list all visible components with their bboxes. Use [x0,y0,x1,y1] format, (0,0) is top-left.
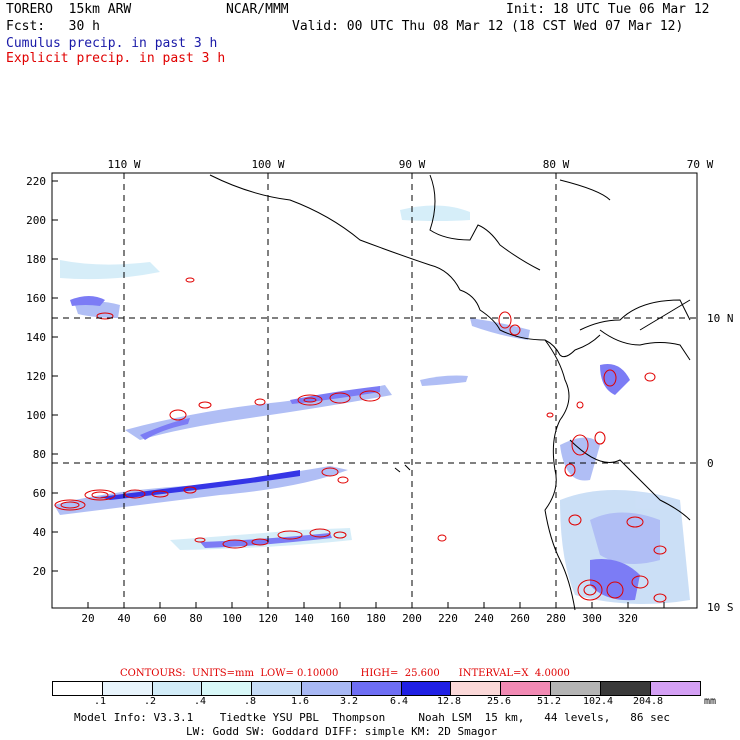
legend-swatch [53,682,103,695]
y-tick-label: 200 [26,214,46,227]
x-tick-label: 140 [294,612,314,625]
y-tick-label: 60 [32,487,46,500]
contour-info: CONTOURS: UNITS=mm LOW= 0.10000 HIGH= 25… [120,668,570,679]
x-tick-label: 260 [510,612,530,625]
init-time: Init: 18 UTC Tue 06 Mar 12 [506,2,710,17]
legend-label: .8 [243,696,257,707]
legend-swatch [650,682,701,695]
x-tick-label: 240 [474,612,494,625]
legend-label: 102.4 [582,696,614,707]
model-title: TORERO 15km ARW [6,2,132,17]
legend-swatch [102,682,153,695]
legend-label: .4 [193,696,207,707]
legend-label: 51.2 [536,696,562,707]
y-tick-label: 80 [32,448,46,461]
y-tick-label: 40 [32,526,46,539]
legend-swatch [550,682,601,695]
y-tick-label: 160 [26,292,46,305]
legend-unit: mm [703,696,717,707]
map-frame [51,172,698,609]
legend-label: 25.6 [486,696,512,707]
x-tick-label: 300 [582,612,602,625]
x-tick-label: 20 [81,612,95,625]
lon-label-70w: 70 W [686,158,714,171]
y-tick-label: 220 [26,175,46,188]
explicit-legend-label: Explicit precip. in past 3 h [6,51,226,66]
x-tick-label: 280 [546,612,566,625]
legend-label: .2 [143,696,157,707]
y-tick-label: 140 [26,331,46,344]
x-tick-label: 200 [402,612,422,625]
valid-time: Valid: 00 UTC Thu 08 Mar 12 (18 CST Wed … [292,19,684,34]
legend-label: .1 [93,696,107,707]
legend-swatch [451,682,502,695]
x-tick-label: 220 [438,612,458,625]
lon-label-90w: 90 W [398,158,426,171]
y-tick-label: 100 [26,409,46,422]
x-tick-label: 60 [153,612,167,625]
legend-label: 6.4 [389,696,409,707]
x-tick-label: 180 [366,612,386,625]
x-tick-label: 120 [258,612,278,625]
x-tick-label: 80 [189,612,203,625]
y-tick-label: 120 [26,370,46,383]
legend-swatch [401,682,452,695]
forecast-hour: Fcst: 30 h [6,19,100,34]
lon-label-110w: 110 W [107,158,141,171]
legend-swatch [600,682,651,695]
cumulus-legend-label: Cumulus precip. in past 3 h [6,36,218,51]
lon-label-80w: 80 W [542,158,570,171]
x-tick-label: 160 [330,612,350,625]
model-physics: LW: Godd SW: Goddard DIFF: simple KM: 2D… [186,725,498,738]
lat-label-10s: 10 S [707,601,734,614]
legend-label: 204.8 [632,696,664,707]
legend-label: 1.6 [290,696,310,707]
cumulus-precip-shading [54,205,690,604]
legend-swatch [202,682,253,695]
axis-ticks [52,180,665,608]
legend-swatch [152,682,203,695]
legend-label: 3.2 [339,696,359,707]
explicit-precip-contours [54,277,667,603]
legend-label: 12.8 [436,696,462,707]
y-tick-label: 180 [26,253,46,266]
x-tick-label: 320 [618,612,638,625]
lat-label-10n: 10 N [707,312,734,325]
lat-lon-grid [52,173,697,608]
x-tick-label: 40 [117,612,131,625]
lat-label-0: 0 [707,457,714,470]
legend-swatch [252,682,302,695]
model-info: Model Info: V3.3.1 Tiedtke YSU PBL Thomp… [74,711,671,724]
lon-label-100w: 100 W [251,158,285,171]
legend-swatch [351,682,402,695]
legend-swatch [501,682,551,695]
x-tick-label: 100 [222,612,242,625]
org-label: NCAR/MMM [226,2,289,17]
precip-color-legend [52,681,702,696]
coastlines [209,174,691,611]
legend-swatch [301,682,352,695]
y-tick-label: 20 [32,565,46,578]
